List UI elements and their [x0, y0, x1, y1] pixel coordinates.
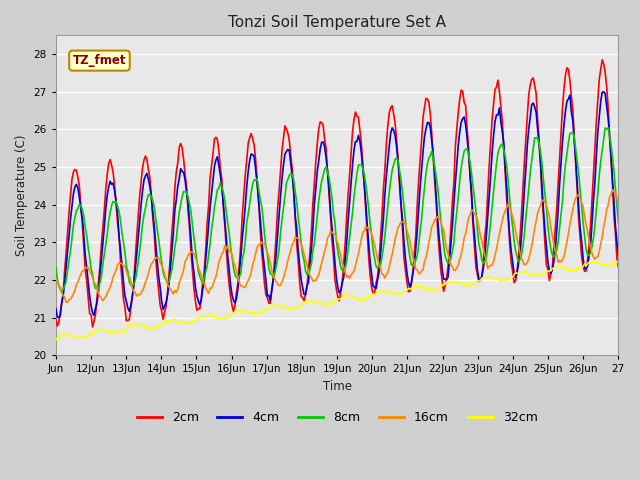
X-axis label: Time: Time	[323, 380, 351, 393]
Y-axis label: Soil Temperature (C): Soil Temperature (C)	[15, 134, 28, 256]
Title: Tonzi Soil Temperature Set A: Tonzi Soil Temperature Set A	[228, 15, 446, 30]
Text: TZ_fmet: TZ_fmet	[73, 54, 126, 67]
Legend: 2cm, 4cm, 8cm, 16cm, 32cm: 2cm, 4cm, 8cm, 16cm, 32cm	[132, 406, 543, 429]
